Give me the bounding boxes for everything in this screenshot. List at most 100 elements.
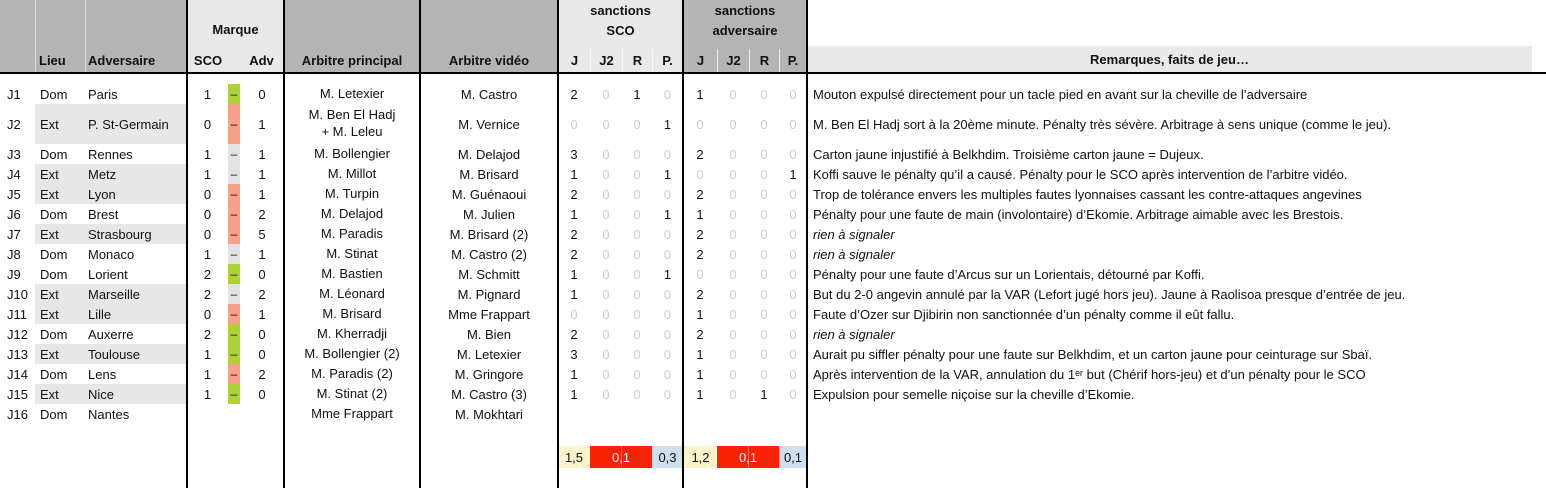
cell-arbitre-principal[interactable]: M. Stinat <box>326 245 378 261</box>
cell-sanction-sco-p[interactable]: 0 <box>663 86 672 102</box>
cell-lieu[interactable]: Dom <box>40 86 68 102</box>
cell-score-adv[interactable]: 5 <box>258 226 266 242</box>
cell-sanction-sco-p[interactable]: 0 <box>663 326 672 342</box>
cell-arbitre-principal[interactable]: M. Bastien <box>321 265 383 281</box>
cell-lieu[interactable]: Ext <box>35 304 85 324</box>
cell-score-adv[interactable] <box>240 404 284 424</box>
cell-score-sco[interactable]: 1 <box>203 166 212 182</box>
cell-adversaire[interactable]: P. St-Germain <box>85 104 187 144</box>
cell-arbitre-video[interactable]: M. Brisard (2) <box>449 226 529 242</box>
cell-sanction-adv-j2[interactable]: 0 <box>729 116 737 132</box>
cell-sanction-adv-j[interactable]: 1 <box>696 206 704 222</box>
cell-adversaire[interactable]: Brest <box>88 206 119 222</box>
cell-remarque[interactable]: rien à signaler <box>813 226 895 242</box>
cell-matchday[interactable]: J1 <box>7 86 21 102</box>
cell-sanction-adv-j[interactable]: 2 <box>696 326 704 342</box>
cell-matchday[interactable]: J6 <box>7 206 21 222</box>
cell-arbitre-principal[interactable]: M. Léonard <box>319 285 385 301</box>
cell-sanction-sco-j[interactable]: 0 <box>570 306 578 322</box>
cell-score-sco[interactable]: 0 <box>203 226 212 242</box>
cell-sanction-sco-j[interactable]: 0 <box>570 116 578 132</box>
cell-lieu[interactable]: Ext <box>35 164 85 184</box>
cell-sanction-adv-j[interactable]: 1 <box>696 386 704 402</box>
cell-arbitre-principal[interactable]: M. Kherradji <box>316 325 388 341</box>
cell-sanction-sco-j[interactable]: 2 <box>570 226 578 242</box>
cell-remarque[interactable]: rien à signaler <box>813 246 895 262</box>
cell-score-separator[interactable]: – <box>228 84 240 104</box>
cell-adversaire[interactable]: Lyon <box>85 184 187 204</box>
cell-score-adv[interactable]: 1 <box>258 306 266 322</box>
cell-sanction-adv-r[interactable]: 0 <box>760 366 768 382</box>
cell-sanction-sco-r[interactable] <box>622 404 652 424</box>
cell-arbitre-video[interactable]: M. Brisard <box>459 166 519 182</box>
cell-matchday[interactable]: J14 <box>7 366 28 382</box>
cell-sanction-sco-j2[interactable]: 0 <box>602 346 610 362</box>
cell-remarque[interactable]: Pénalty pour une faute de main (involont… <box>813 206 1344 222</box>
cell-sanction-adv-p[interactable]: 0 <box>789 366 797 382</box>
cell-sanction-adv-r[interactable] <box>749 404 779 424</box>
cell-sanction-sco-p[interactable]: 0 <box>663 386 672 402</box>
cell-sanction-sco-j[interactable]: 2 <box>570 246 578 262</box>
cell-arbitre-video[interactable]: M. Delajod <box>457 146 521 162</box>
cell-arbitre-principal[interactable]: M. Millot <box>327 165 377 181</box>
summary-adv-jaunes[interactable]: 1,2 <box>684 446 717 468</box>
cell-arbitre-principal[interactable]: M. Paradis (2) <box>311 365 393 381</box>
cell-remarque[interactable]: Trop de tolérance envers les multiples f… <box>813 186 1362 202</box>
cell-lieu[interactable]: Dom <box>40 206 68 222</box>
cell-score-separator[interactable]: – <box>228 284 240 304</box>
cell-sanction-sco-j[interactable]: 2 <box>570 186 578 202</box>
cell-arbitre-video[interactable]: M. Castro (3) <box>451 386 527 402</box>
cell-adversaire[interactable]: Toulouse <box>85 344 187 364</box>
cell-sanction-adv-j2[interactable]: 0 <box>729 186 737 202</box>
cell-sanction-adv-j2[interactable]: 0 <box>729 326 737 342</box>
cell-lieu[interactable]: Dom <box>40 266 68 282</box>
cell-remarque[interactable]: Aurait pu siffler pénalty pour une faute… <box>813 346 1373 362</box>
cell-arbitre-principal[interactable]: Mme Frappart <box>311 405 393 421</box>
cell-sanction-adv-j[interactable]: 2 <box>696 186 704 202</box>
summary-adv-rouges[interactable]: 0,1 <box>717 446 779 468</box>
cell-lieu[interactable]: Ext <box>35 384 85 404</box>
cell-score-adv[interactable]: 2 <box>258 286 266 302</box>
cell-sanction-sco-p[interactable]: 0 <box>663 306 672 322</box>
cell-sanction-adv-j2[interactable]: 0 <box>729 86 737 102</box>
cell-score-sco[interactable]: 1 <box>203 346 212 362</box>
cell-sanction-adv-p[interactable]: 0 <box>789 116 797 132</box>
cell-sanction-adv-p[interactable]: 0 <box>789 146 797 162</box>
header-arbitre-video[interactable]: Arbitre vidéo <box>421 0 557 72</box>
cell-score-adv[interactable]: 1 <box>258 146 266 162</box>
cell-sanction-sco-r[interactable]: 0 <box>633 266 641 282</box>
cell-matchday[interactable]: J4 <box>7 166 21 182</box>
cell-arbitre-video[interactable]: M. Julien <box>462 206 516 222</box>
cell-remarque[interactable]: Carton jaune injustifié à Belkhdim. Troi… <box>813 146 1204 162</box>
cell-remarque[interactable]: Koffi sauve le pénalty qu’il a causé. Pé… <box>813 166 1348 182</box>
cell-adversaire[interactable]: Marseille <box>85 284 187 304</box>
cell-remarque[interactable] <box>807 404 1546 424</box>
cell-sanction-adv-p[interactable]: 0 <box>789 226 797 242</box>
cell-score-sco[interactable]: 0 <box>203 186 212 202</box>
cell-sanction-adv-p[interactable]: 0 <box>789 246 797 262</box>
header-marque[interactable]: Marque SCO Adv <box>188 0 283 72</box>
cell-sanction-adv-j2[interactable]: 0 <box>729 206 737 222</box>
cell-sanction-adv-r[interactable]: 1 <box>760 386 768 402</box>
cell-arbitre-principal[interactable]: M. Bollengier (2) <box>304 345 400 361</box>
cell-arbitre-principal[interactable]: M. Brisard <box>322 305 382 321</box>
cell-sanction-sco-j2[interactable]: 0 <box>602 326 610 342</box>
cell-arbitre-principal[interactable]: M. Stinat (2) <box>316 385 388 401</box>
cell-arbitre-principal[interactable]: M. Delajod <box>320 205 384 221</box>
cell-lieu[interactable]: Dom <box>40 246 68 262</box>
cell-sanction-adv-j2[interactable]: 0 <box>729 266 737 282</box>
cell-score-sco[interactable]: 0 <box>203 116 212 132</box>
cell-sanction-sco-j[interactable]: 1 <box>570 166 578 182</box>
cell-matchday[interactable]: J12 <box>7 326 28 342</box>
cell-matchday[interactable]: J13 <box>7 346 28 362</box>
cell-sanction-sco-p[interactable]: 0 <box>663 366 672 382</box>
cell-sanction-adv-j2[interactable]: 0 <box>729 246 737 262</box>
cell-sanction-sco-j2[interactable]: 0 <box>602 386 610 402</box>
cell-sanction-sco-j[interactable]: 1 <box>570 386 578 402</box>
cell-matchday[interactable]: J5 <box>7 186 21 202</box>
cell-arbitre-video[interactable]: M. Castro <box>460 86 518 102</box>
cell-sanction-sco-j2[interactable] <box>590 404 622 424</box>
cell-sanction-adv-j2[interactable]: 0 <box>729 166 737 182</box>
cell-remarque[interactable]: rien à signaler <box>813 326 895 342</box>
cell-score-separator[interactable]: – <box>228 344 240 364</box>
